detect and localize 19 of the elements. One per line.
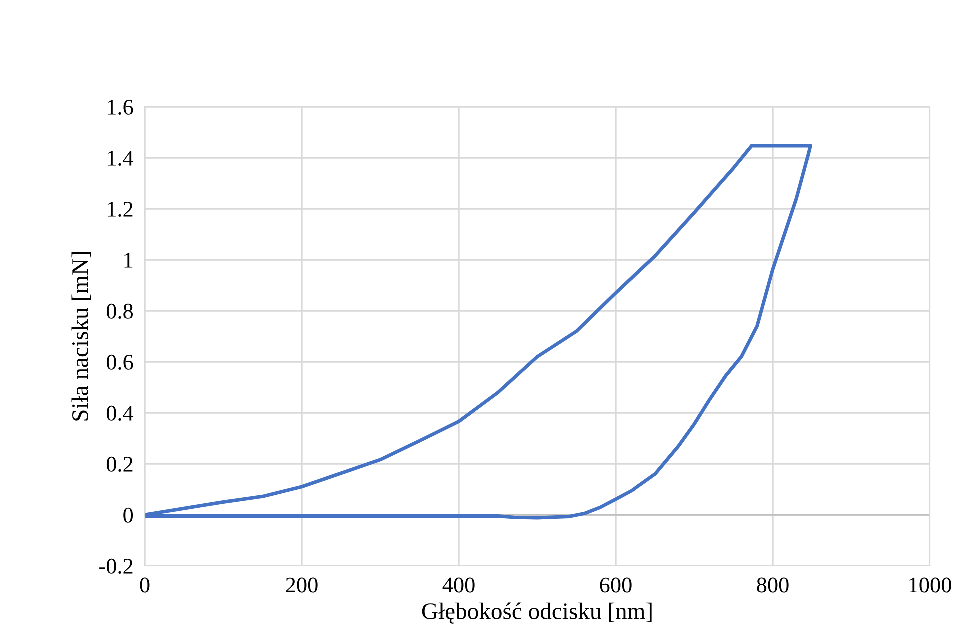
x-tick-label: 0 (140, 578, 150, 593)
y-tick-label: 0.6 (106, 354, 134, 370)
y-tick-label: 0 (124, 508, 134, 523)
y-tick-label: 1.2 (108, 202, 133, 218)
x-tick-label: 400 (442, 578, 475, 593)
y-tick-label: 1.6 (108, 100, 134, 116)
y-tick-label: 0.8 (106, 304, 134, 320)
x-tick-label: 1000 (910, 578, 952, 593)
y-tick-label: 1.4 (108, 151, 134, 166)
y-tick-label: -0.2 (100, 558, 133, 574)
y-tick-label: 0.2 (106, 456, 133, 472)
y-tick-label: 0.4 (106, 406, 134, 422)
x-tick-label: 600 (600, 578, 632, 593)
x-tick-label: 800 (757, 578, 789, 593)
y-tick-label: 1 (124, 253, 133, 268)
y-axis-title: Siła nacisku [mN] (72, 252, 92, 421)
line-series (145, 144, 812, 520)
x-tick-label: 200 (286, 578, 318, 593)
x-axis-title: Głębokość odcisku [nm] (422, 602, 652, 624)
